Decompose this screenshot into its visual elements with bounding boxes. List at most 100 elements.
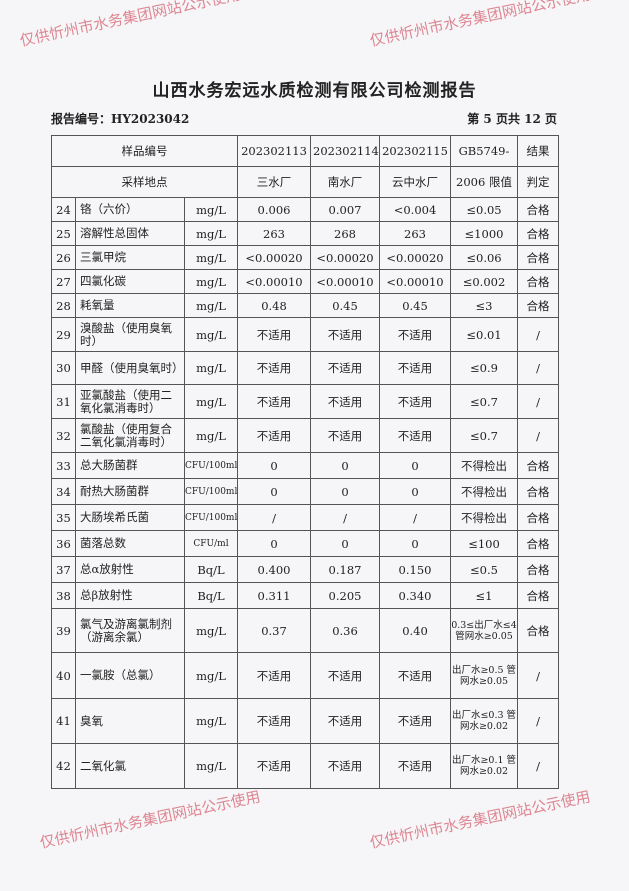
limit: ≤0.9 bbox=[450, 351, 518, 385]
item-name: 氯气及游离氯制剂（游离余氯） bbox=[75, 608, 185, 653]
limit: ≤1 bbox=[450, 582, 518, 609]
result: 合格 bbox=[517, 197, 559, 222]
value-1: 0.37 bbox=[237, 608, 311, 653]
limit: ≤0.002 bbox=[450, 269, 518, 294]
value-2: <0.00020 bbox=[310, 245, 380, 270]
row-number: 36 bbox=[51, 530, 76, 557]
table-row: 40 一氯胺（总氯） mg/L 不适用 不适用 不适用 出厂水≥0.5 管网水≥0.05/ bbox=[51, 652, 559, 699]
unit: Bq/L bbox=[184, 556, 238, 583]
value-1: <0.00020 bbox=[237, 245, 311, 270]
item-name: 耗氧量 bbox=[75, 293, 185, 318]
row-number: 33 bbox=[51, 452, 76, 479]
table-row: 33 总大肠菌群 CFU/100ml 0 0 0 不得检出 合格 bbox=[51, 452, 559, 479]
value-1: 不适用 bbox=[237, 418, 311, 453]
unit: CFU/ml bbox=[184, 530, 238, 557]
result: / bbox=[517, 652, 559, 699]
report-number: 报告编号：HY2023042 bbox=[51, 112, 190, 126]
result: 合格 bbox=[517, 504, 559, 531]
unit: mg/L bbox=[184, 351, 238, 385]
table-row: 36 菌落总数 CFU/ml 0 0 0 ≤100 合格 bbox=[51, 530, 559, 557]
limit: 出厂水≤0.3 管网水≥0.02 bbox=[450, 698, 518, 744]
table-row: 29 溴酸盐（使用臭氧时） mg/L 不适用 不适用 不适用 ≤0.01/ bbox=[51, 317, 559, 352]
row-number: 30 bbox=[51, 351, 76, 385]
limit: ≤0.7 bbox=[450, 418, 518, 453]
limit: ≤0.5 bbox=[450, 556, 518, 583]
value-3: 不适用 bbox=[379, 743, 451, 789]
limit: ≤0.06 bbox=[450, 245, 518, 270]
value-2: 0 bbox=[310, 452, 380, 479]
header-row-site: 采样地点 三水厂 南水厂 云中水厂 2006 限值 判定 bbox=[51, 166, 559, 198]
value-2: 0.205 bbox=[310, 582, 380, 609]
watermark: 仅供忻州市水务集团网站公示使用 bbox=[18, 0, 243, 50]
result: / bbox=[517, 351, 559, 385]
value-3: <0.00020 bbox=[379, 245, 451, 270]
unit: CFU/100ml bbox=[184, 478, 238, 505]
value-1: 0 bbox=[237, 452, 311, 479]
value-2: 不适用 bbox=[310, 743, 380, 789]
value-2: 0.007 bbox=[310, 197, 380, 222]
sample-3: 202302115 bbox=[379, 135, 451, 167]
item-name: 四氯化碳 bbox=[75, 269, 185, 294]
sample-1: 202302113 bbox=[237, 135, 311, 167]
result: 合格 bbox=[517, 608, 559, 653]
table-row: 39 氯气及游离氯制剂（游离余氯） mg/L 0.37 0.36 0.40 0.3≤出厂水≤… bbox=[51, 608, 559, 653]
limit: 不得检出 bbox=[450, 478, 518, 505]
table-row: 30 甲醛（使用臭氧时） mg/L 不适用 不适用 不适用 ≤0.9/ bbox=[51, 351, 559, 385]
row-number: 25 bbox=[51, 221, 76, 246]
value-3: <0.004 bbox=[379, 197, 451, 222]
value-3: 0.340 bbox=[379, 582, 451, 609]
value-3: 0 bbox=[379, 452, 451, 479]
unit: Bq/L bbox=[184, 582, 238, 609]
result: 合格 bbox=[517, 582, 559, 609]
value-3: 0.40 bbox=[379, 608, 451, 653]
value-2: 不适用 bbox=[310, 652, 380, 699]
value-1: 不适用 bbox=[237, 384, 311, 419]
item-name: 溶解性总固体 bbox=[75, 221, 185, 246]
item-name: 铬（六价） bbox=[75, 197, 185, 222]
table-row: 24 铬（六价） mg/L 0.006 0.007 <0.004 ≤0.05 合格 bbox=[51, 197, 559, 222]
header-row-sample: 样品编号 202302113 202302114 202302115 GB574… bbox=[51, 135, 559, 167]
page-indicator: 第 5 页共 12 页 bbox=[467, 112, 557, 126]
table-row: 42 二氧化氯 mg/L 不适用 不适用 不适用 出厂水≥0.1 管网水≥0.02/ bbox=[51, 743, 559, 789]
unit: mg/L bbox=[184, 384, 238, 419]
value-2: 268 bbox=[310, 221, 380, 246]
value-2: 0.36 bbox=[310, 608, 380, 653]
value-3: 0.45 bbox=[379, 293, 451, 318]
limit-header-2: 2006 限值 bbox=[450, 166, 518, 198]
sample-2: 202302114 bbox=[310, 135, 380, 167]
value-1: 不适用 bbox=[237, 652, 311, 699]
unit: mg/L bbox=[184, 197, 238, 222]
item-name: 三氯甲烷 bbox=[75, 245, 185, 270]
item-name: 二氧化氯 bbox=[75, 743, 185, 789]
item-name: 一氯胺（总氯） bbox=[75, 652, 185, 699]
results-table: 样品编号 202302113 202302114 202302115 GB574… bbox=[51, 135, 559, 789]
value-2: 0.45 bbox=[310, 293, 380, 318]
value-3: 不适用 bbox=[379, 698, 451, 744]
table-row: 28 耗氧量 mg/L 0.48 0.45 0.45 ≤3 合格 bbox=[51, 293, 559, 318]
row-number: 37 bbox=[51, 556, 76, 583]
watermark: 仅供忻州市水务集团网站公示使用 bbox=[368, 787, 593, 852]
limit: ≤0.01 bbox=[450, 317, 518, 352]
result: / bbox=[517, 743, 559, 789]
unit: mg/L bbox=[184, 245, 238, 270]
table-row: 31 亚氯酸盐（使用二氧化氯消毒时） mg/L 不适用 不适用 不适用 ≤0.7/ bbox=[51, 384, 559, 419]
value-2: 0.187 bbox=[310, 556, 380, 583]
result-header-2: 判定 bbox=[517, 166, 559, 198]
row-number: 34 bbox=[51, 478, 76, 505]
table-row: 41 臭氧 mg/L 不适用 不适用 不适用 出厂水≤0.3 管网水≥0.02/ bbox=[51, 698, 559, 744]
value-1: 0.48 bbox=[237, 293, 311, 318]
item-name: 氯酸盐（使用复合二氧化氯消毒时） bbox=[75, 418, 185, 453]
table-row: 35 大肠埃希氏菌 CFU/100ml / / / 不得检出 合格 bbox=[51, 504, 559, 531]
value-3: 263 bbox=[379, 221, 451, 246]
row-number: 26 bbox=[51, 245, 76, 270]
value-2: 不适用 bbox=[310, 418, 380, 453]
table-row: 32 氯酸盐（使用复合二氧化氯消毒时） mg/L 不适用 不适用 不适用 ≤0.7/ bbox=[51, 418, 559, 453]
site-label: 采样地点 bbox=[51, 166, 238, 198]
table-row: 27 四氯化碳 mg/L <0.00010 <0.00010 <0.00010 ≤0.002… bbox=[51, 269, 559, 294]
unit: mg/L bbox=[184, 652, 238, 699]
unit: mg/L bbox=[184, 269, 238, 294]
row-number: 39 bbox=[51, 608, 76, 653]
result: 合格 bbox=[517, 269, 559, 294]
value-1: <0.00010 bbox=[237, 269, 311, 294]
